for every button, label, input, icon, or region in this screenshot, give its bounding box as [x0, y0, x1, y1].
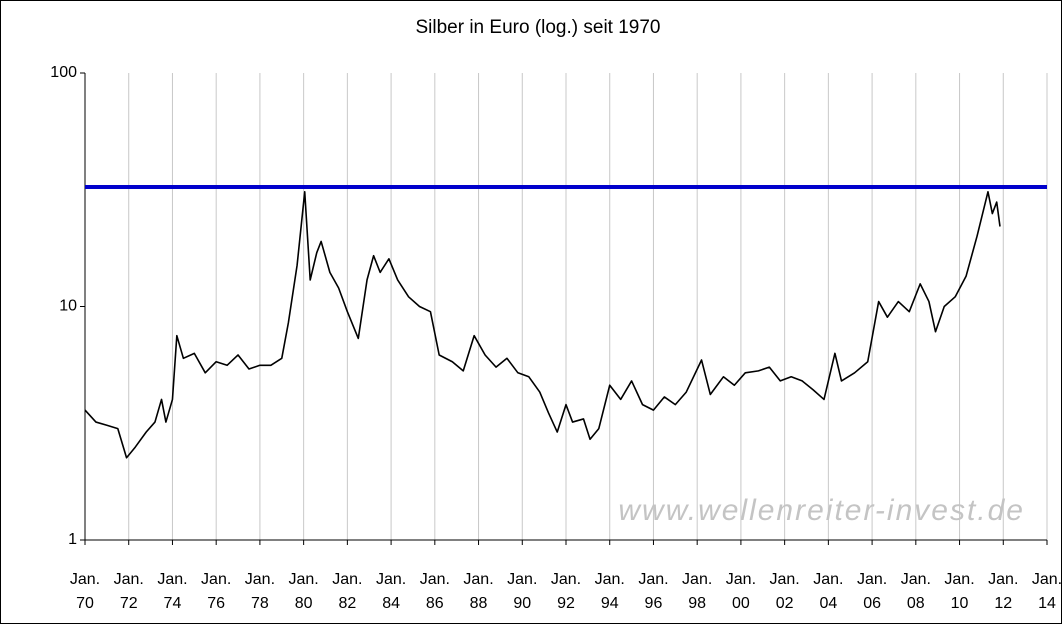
x-tick-label: Jan. 76 — [201, 571, 231, 612]
x-tick-label: Jan. 80 — [289, 571, 319, 612]
x-tick-label: Jan. 08 — [901, 571, 931, 612]
x-tick-label: Jan. 92 — [551, 571, 581, 612]
x-tick-label: Jan. 94 — [595, 571, 625, 612]
x-tick-label: Jan. 88 — [463, 571, 493, 612]
chart-title: Silber in Euro (log.) seit 1970 — [415, 17, 660, 38]
x-tick-label: Jan. 04 — [813, 571, 843, 612]
x-tick-label: Jan. 98 — [682, 571, 712, 612]
y-tick-label: 100 — [50, 64, 77, 81]
x-tick-label: Jan. 86 — [420, 571, 450, 612]
x-tick-label: Jan. 96 — [638, 571, 668, 612]
x-tick-label: Jan. 78 — [245, 571, 275, 612]
watermark: www.wellenreiter-invest.de — [618, 494, 1025, 527]
x-tick-label: Jan. 02 — [770, 571, 800, 612]
price-line — [84, 190, 1001, 459]
x-tick-label: Jan. 90 — [507, 571, 537, 612]
x-tick-label: Jan. 84 — [376, 571, 406, 612]
x-tick-label: Jan. 06 — [857, 571, 887, 612]
y-tick-label: 10 — [59, 298, 77, 315]
x-tick-label: Jan. 74 — [157, 571, 187, 612]
x-tick-label: Jan. 14 — [1032, 571, 1062, 612]
x-tick-label: Jan. 70 — [70, 571, 100, 612]
x-tick-label: Jan. 72 — [114, 571, 144, 612]
y-tick-label: 1 — [68, 531, 77, 548]
x-tick-label: Jan. 82 — [332, 571, 362, 612]
x-tick-label: Jan. 10 — [944, 571, 974, 612]
x-tick-label: Jan. 00 — [726, 571, 756, 612]
x-tick-label: Jan. 12 — [988, 571, 1018, 612]
